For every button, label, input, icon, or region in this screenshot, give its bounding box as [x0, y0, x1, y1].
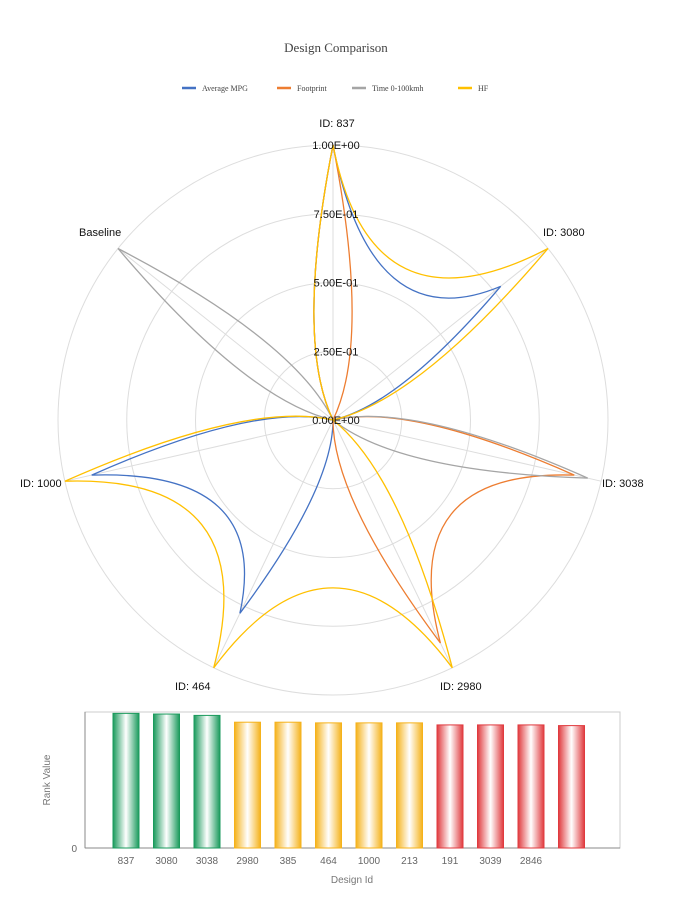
bar [315, 722, 342, 849]
legend-label: Average MPG [202, 84, 248, 93]
bar-x-tick-label: 464 [320, 856, 337, 867]
radar-spoke [213, 419, 334, 668]
radial-tick-label: 0.00E+00 [312, 415, 359, 427]
bar-x-tick-label: 3080 [155, 856, 178, 867]
bar-x-tick-label: 3039 [479, 856, 502, 867]
bar-x-tick-label: 2846 [520, 856, 543, 867]
bar-x-tick-label: 385 [280, 856, 297, 867]
legend-label: HF [478, 84, 489, 93]
bar-x-tick-label: 2980 [236, 856, 259, 867]
radial-tick-label: 7.50E-01 [314, 209, 359, 221]
radar-axis-label: ID: 3038 [602, 478, 644, 490]
bar [193, 714, 221, 849]
radial-tick-label: 2.50E-01 [314, 346, 359, 358]
radar-chart: 0.00E+00 2.50E-01 5.00E-01 7.50E-01 1.00E+00… [20, 118, 644, 696]
bar [355, 722, 383, 849]
radar-axis-label: ID: 837 [319, 118, 354, 130]
bar [274, 721, 302, 849]
radar-series-line [64, 144, 549, 669]
bar-x-tick-label: 837 [118, 856, 135, 867]
bar [153, 713, 180, 849]
chart-title: Design Comparison [284, 40, 388, 55]
bar [396, 722, 423, 849]
radar-axis-label: ID: 464 [175, 681, 210, 693]
bar-chart: 0 837 3080 3038 2980 385 464 1000 213 191 3039 2846… [42, 711, 621, 886]
radar-axis-label: Baseline [79, 227, 121, 239]
radar-spoke [332, 419, 602, 482]
bar-y-axis-title: Rank Value [42, 754, 53, 805]
legend-label: Time 0-100kmh [372, 84, 424, 93]
radial-tick-label: 5.00E-01 [314, 278, 359, 290]
radar-spoke [332, 248, 549, 421]
radar-axis-label: ID: 3080 [543, 227, 585, 239]
bar [517, 724, 545, 849]
bar-x-tick-label: 1000 [358, 856, 381, 867]
bar [436, 724, 464, 849]
bar [112, 712, 140, 849]
bar-y-tick-label: 0 [71, 844, 77, 855]
bar [234, 721, 261, 849]
radar-series-line [91, 144, 502, 614]
bar [477, 724, 504, 849]
radar-spoke [117, 248, 334, 421]
bar-x-tick-label: 191 [442, 856, 459, 867]
radar-axis-label: ID: 2980 [440, 681, 482, 693]
radial-tick-label: 1.00E+00 [312, 140, 359, 152]
radar-axis-label: ID: 1000 [20, 478, 62, 490]
radar-spoke [64, 419, 334, 482]
legend: Average MPG Footprint Time 0-100kmh HF [182, 84, 489, 93]
radar-spoke [332, 419, 453, 668]
bar-x-tick-label: 213 [401, 856, 418, 867]
bar-x-tick-label: 3038 [196, 856, 219, 867]
legend-label: Footprint [297, 84, 328, 93]
bar [558, 725, 585, 849]
bar-x-axis-title: Design Id [331, 875, 373, 886]
